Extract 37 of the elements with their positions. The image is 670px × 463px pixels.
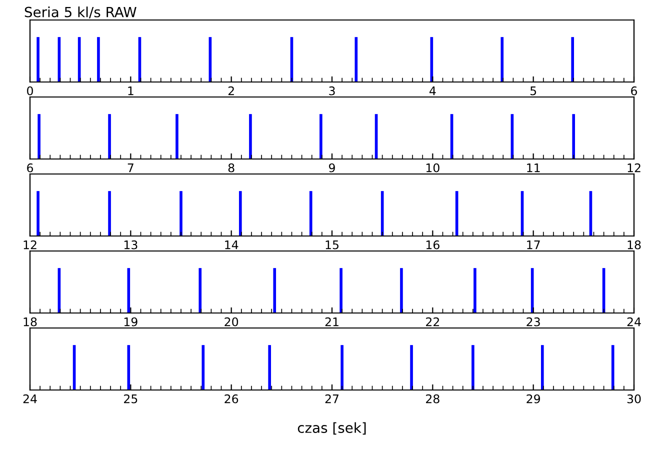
x-tick-label: 6 [631, 86, 638, 96]
x-tick-label: 18 [24, 317, 37, 326]
x-tick-label: 23 [526, 317, 540, 326]
x-tick-label: 2 [228, 86, 234, 96]
x-tick-label: 25 [124, 394, 138, 404]
x-tick-label: 28 [426, 394, 440, 404]
x-tick-label: 4 [429, 86, 436, 96]
x-tick-label: 8 [228, 163, 234, 172]
x-tick-label: 15 [326, 240, 338, 250]
x-tick-label: 24 [23, 394, 37, 404]
x-tick-label: 19 [124, 317, 138, 326]
x-tick-label: 12 [24, 240, 36, 250]
x-tick-label: 10 [426, 163, 440, 172]
x-tick-label: 16 [426, 240, 440, 250]
x-tick-label: 27 [325, 394, 338, 404]
x-tick-label: 20 [224, 317, 238, 326]
x-tick-label: 29 [526, 394, 540, 404]
x-tick-label: 0 [27, 86, 33, 96]
x-tick-label: 7 [128, 164, 134, 172]
x-tick-label: 22 [426, 317, 439, 326]
x-tick-label: 1 [128, 86, 134, 96]
x-tick-label: 30 [627, 394, 641, 404]
x-tick-label: 5 [530, 86, 536, 96]
x-tick-label: 12 [628, 163, 640, 172]
x-tick-label: 6 [27, 163, 34, 172]
x-tick-label: 14 [225, 240, 238, 250]
x-tick-label: 17 [527, 240, 540, 250]
x-tick-label: 13 [124, 240, 138, 250]
x-axis-title: czas [sek] [298, 422, 366, 435]
x-tick-label: 18 [628, 240, 641, 250]
chart-title: Seria 5 kl/s RAW [24, 6, 136, 18]
x-tick-label: 3 [329, 86, 335, 96]
x-tick-label: 11 [527, 164, 540, 172]
x-tick-label: 26 [224, 394, 238, 404]
x-tick-label: 9 [328, 163, 335, 172]
x-tick-label: 21 [325, 317, 338, 326]
x-tick-label: 24 [627, 317, 641, 326]
